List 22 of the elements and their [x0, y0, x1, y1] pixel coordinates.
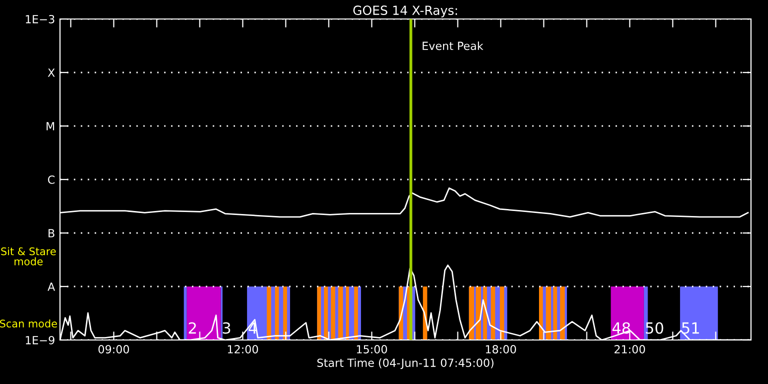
y-tick-label: B: [48, 229, 54, 238]
x-tick-label: 12:00: [228, 345, 258, 354]
y-tick-label: A: [48, 282, 56, 291]
y-tick-label: M: [46, 122, 54, 130]
band-label: 4: [248, 322, 257, 334]
x-tick-label: 15:00: [356, 345, 388, 354]
y-tick-label: 1E−9: [26, 336, 54, 344]
text: Sit & Stare mode: [1, 247, 56, 266]
band-label: 2: [188, 322, 196, 334]
x-axis-title: Start Time (04-Jun-11 07:45:00): [317, 358, 494, 370]
chart-title: GOES 14 X-Rays:: [353, 6, 457, 18]
ref-line-label: Event Peak: [422, 41, 484, 50]
band-label: 48: [612, 322, 630, 334]
x-tick-label: 21:00: [614, 345, 646, 354]
y-tick-label: C: [48, 175, 55, 184]
y-tick-label: X: [48, 68, 55, 77]
text: Scan mode: [0, 319, 57, 328]
x-tick-label: 09:00: [98, 345, 130, 354]
band-label: 3: [222, 322, 230, 334]
y-tick-label: 1E−3: [26, 14, 54, 24]
x-tick-label: 18:00: [486, 345, 516, 354]
band-label: 51: [682, 322, 699, 334]
